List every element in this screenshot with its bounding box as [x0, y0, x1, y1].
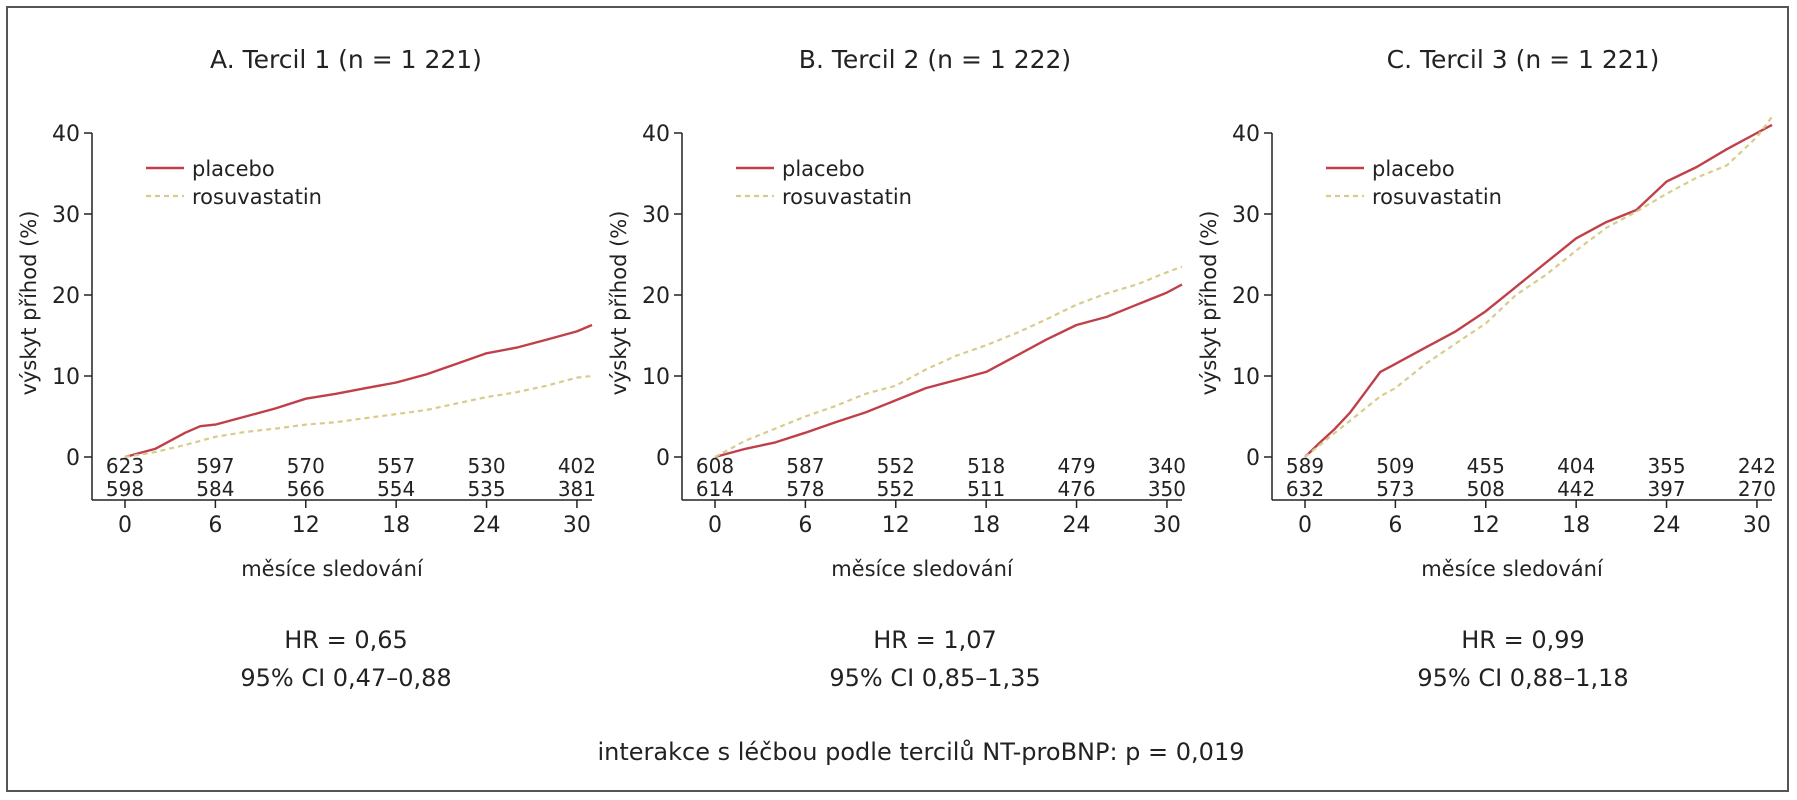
at-risk-placebo: 530	[467, 454, 505, 478]
x-tick-label: 6	[208, 513, 222, 538]
at-risk-rosuvastatin: 614	[696, 477, 734, 501]
at-risk-rosuvastatin: 535	[467, 477, 505, 501]
x-tick-label: 30	[1153, 513, 1181, 538]
footer-note: interakce s léčbou podle tercilů NT-proB…	[598, 738, 1245, 766]
x-tick-label: 0	[118, 513, 132, 538]
y-tick-label: 30	[1232, 203, 1260, 228]
at-risk-placebo: 355	[1647, 454, 1685, 478]
at-risk-placebo: 552	[877, 454, 915, 478]
x-tick-label: 24	[1653, 513, 1681, 538]
at-risk-placebo: 623	[106, 454, 144, 478]
series-line-rosuvastatin	[714, 265, 1183, 458]
x-axis-label: měsíce sledování	[241, 557, 424, 581]
y-tick-label: 0	[1246, 446, 1260, 471]
y-tick-label: 10	[642, 365, 670, 390]
y-tick-label: 40	[52, 122, 80, 147]
legend-label-placebo: placebo	[192, 157, 275, 181]
x-axis-label: měsíce sledování	[1421, 557, 1604, 581]
legend-label-rosuvastatin: rosuvastatin	[192, 185, 322, 209]
at-risk-rosuvastatin: 350	[1148, 477, 1186, 501]
x-tick-label: 18	[382, 513, 410, 538]
y-tick-label: 20	[1232, 284, 1260, 309]
at-risk-placebo: 455	[1467, 454, 1505, 478]
x-tick-label: 0	[708, 513, 722, 538]
y-tick-label: 30	[52, 203, 80, 228]
at-risk-placebo: 479	[1057, 454, 1095, 478]
x-axis-label: měsíce sledování	[831, 557, 1014, 581]
at-risk-rosuvastatin: 397	[1647, 477, 1685, 501]
confidence-interval: 95% CI 0,47–0,88	[240, 664, 451, 692]
at-risk-rosuvastatin: 508	[1467, 477, 1505, 501]
hazard-ratio: HR = 0,65	[284, 626, 408, 654]
legend-label-rosuvastatin: rosuvastatin	[1372, 185, 1502, 209]
x-tick-label: 18	[972, 513, 1000, 538]
panel-title: B. Tercil 2 (n = 1 222)	[799, 45, 1071, 74]
y-tick-label: 0	[66, 446, 80, 471]
x-tick-label: 24	[473, 513, 501, 538]
x-tick-label: 12	[1472, 513, 1500, 538]
hazard-ratio: HR = 0,99	[1461, 626, 1585, 654]
series-line-placebo	[714, 283, 1183, 459]
panel-title: C. Tercil 3 (n = 1 221)	[1387, 45, 1660, 74]
at-risk-rosuvastatin: 554	[377, 477, 415, 501]
at-risk-rosuvastatin: 270	[1738, 477, 1776, 501]
at-risk-rosuvastatin: 584	[196, 477, 234, 501]
at-risk-rosuvastatin: 566	[287, 477, 325, 501]
at-risk-rosuvastatin: 598	[106, 477, 144, 501]
at-risk-rosuvastatin: 381	[558, 477, 596, 501]
x-tick-label: 30	[1743, 513, 1771, 538]
x-tick-label: 12	[882, 513, 910, 538]
y-tick-label: 20	[52, 284, 80, 309]
hazard-ratio: HR = 1,07	[873, 626, 997, 654]
y-tick-label: 30	[642, 203, 670, 228]
x-tick-label: 0	[1298, 513, 1312, 538]
figure-frame	[6, 6, 1789, 792]
at-risk-placebo: 587	[786, 454, 824, 478]
legend-label-placebo: placebo	[782, 157, 865, 181]
x-tick-label: 24	[1063, 513, 1091, 538]
at-risk-rosuvastatin: 552	[877, 477, 915, 501]
y-tick-label: 0	[656, 446, 670, 471]
y-tick-label: 40	[1232, 122, 1260, 147]
x-tick-label: 6	[798, 513, 812, 538]
at-risk-placebo: 608	[696, 454, 734, 478]
at-risk-placebo: 557	[377, 454, 415, 478]
at-risk-placebo: 570	[287, 454, 325, 478]
confidence-interval: 95% CI 0,88–1,18	[1417, 664, 1628, 692]
y-tick-label: 10	[52, 365, 80, 390]
series-line-rosuvastatin	[1304, 116, 1773, 458]
y-axis-label: výskyt příhod (%)	[1197, 211, 1221, 396]
at-risk-placebo: 404	[1557, 454, 1595, 478]
series-line-rosuvastatin	[124, 374, 593, 459]
series-line-placebo	[124, 323, 593, 459]
at-risk-rosuvastatin: 632	[1286, 477, 1324, 501]
y-tick-label: 20	[642, 284, 670, 309]
at-risk-placebo: 509	[1376, 454, 1414, 478]
y-axis-label: výskyt příhod (%)	[607, 211, 631, 396]
y-axis-label: výskyt příhod (%)	[17, 211, 41, 396]
legend-label-rosuvastatin: rosuvastatin	[782, 185, 912, 209]
at-risk-placebo: 518	[967, 454, 1005, 478]
x-tick-label: 12	[292, 513, 320, 538]
x-tick-label: 18	[1562, 513, 1590, 538]
at-risk-rosuvastatin: 442	[1557, 477, 1595, 501]
at-risk-rosuvastatin: 476	[1057, 477, 1095, 501]
at-risk-placebo: 589	[1286, 454, 1324, 478]
x-tick-label: 30	[563, 513, 591, 538]
at-risk-placebo: 597	[196, 454, 234, 478]
y-tick-label: 10	[1232, 365, 1260, 390]
at-risk-placebo: 402	[558, 454, 596, 478]
at-risk-rosuvastatin: 578	[786, 477, 824, 501]
legend-label-placebo: placebo	[1372, 157, 1455, 181]
series-line-placebo	[1304, 123, 1773, 458]
at-risk-placebo: 242	[1738, 454, 1776, 478]
at-risk-rosuvastatin: 573	[1376, 477, 1414, 501]
confidence-interval: 95% CI 0,85–1,35	[829, 664, 1040, 692]
at-risk-rosuvastatin: 511	[967, 477, 1005, 501]
y-tick-label: 40	[642, 122, 670, 147]
x-tick-label: 6	[1388, 513, 1402, 538]
at-risk-placebo: 340	[1148, 454, 1186, 478]
panel-title: A. Tercil 1 (n = 1 221)	[210, 45, 482, 74]
